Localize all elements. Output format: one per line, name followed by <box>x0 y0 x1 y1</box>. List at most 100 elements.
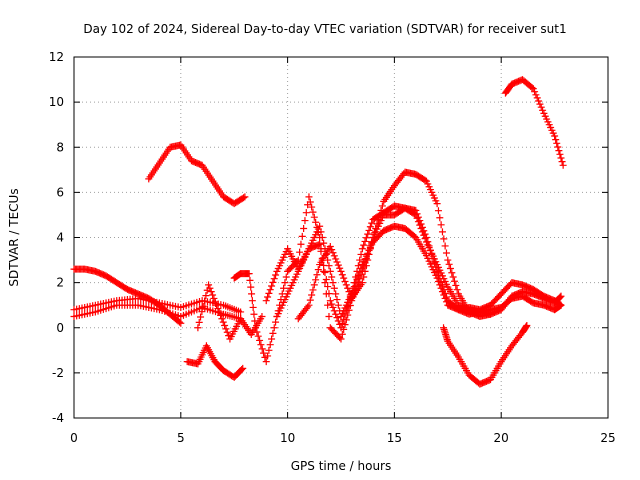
data-point <box>340 274 348 282</box>
data-point <box>368 239 376 247</box>
data-point <box>281 279 289 287</box>
data-point <box>248 297 256 305</box>
data-point <box>334 301 342 309</box>
series-track-b <box>70 301 245 323</box>
data-point <box>314 266 322 274</box>
data-point <box>440 291 448 299</box>
data-point <box>328 246 336 254</box>
data-point <box>433 274 441 282</box>
data-point <box>341 277 349 285</box>
data-point <box>366 245 374 253</box>
data-point <box>332 255 340 263</box>
data-point <box>555 294 563 302</box>
data-point <box>317 247 325 255</box>
data-point <box>268 335 276 343</box>
data-point <box>358 245 366 253</box>
data-point <box>336 264 344 272</box>
data-point <box>337 267 345 275</box>
data-point <box>325 262 333 270</box>
data-point <box>326 297 334 305</box>
data-point <box>338 271 346 279</box>
data-point <box>199 302 207 310</box>
x-tick-label: 25 <box>600 431 615 445</box>
y-tick-label: 2 <box>56 276 64 290</box>
data-point <box>434 277 442 285</box>
data-point <box>194 324 202 332</box>
data-point <box>258 312 266 320</box>
data-point <box>313 271 321 279</box>
y-tick-label: 4 <box>56 231 64 245</box>
data-point <box>297 240 305 248</box>
data-point <box>449 273 457 281</box>
data-point <box>362 234 370 242</box>
data-point <box>237 308 245 316</box>
data-point <box>221 321 229 329</box>
data-point <box>272 318 280 326</box>
y-tick-label: -4 <box>52 411 64 425</box>
data-point <box>354 272 362 280</box>
data-point <box>438 288 446 296</box>
data-point <box>300 224 308 232</box>
y-tick-label: 8 <box>56 140 64 154</box>
y-tick-label: 10 <box>49 95 64 109</box>
data-point <box>487 310 495 318</box>
data-point <box>309 286 317 294</box>
data-point <box>442 298 450 306</box>
data-point <box>328 273 336 281</box>
data-point <box>444 256 452 264</box>
data-point <box>316 240 324 248</box>
y-tick-label: 6 <box>56 185 64 199</box>
series-track-f <box>194 281 266 343</box>
data-point <box>198 308 206 316</box>
data-point <box>437 284 445 292</box>
data-point <box>266 341 274 349</box>
data-point <box>264 352 272 360</box>
data-point <box>215 308 223 316</box>
data-point <box>361 267 369 275</box>
x-tick-label: 5 <box>177 431 185 445</box>
data-point <box>320 239 328 247</box>
data-point <box>326 243 334 251</box>
data-point <box>357 250 365 258</box>
data-point <box>376 211 384 219</box>
data-point <box>372 224 380 232</box>
data-point <box>238 365 246 373</box>
data-point <box>264 293 272 301</box>
data-point <box>553 139 561 147</box>
data-point <box>345 288 353 296</box>
data-point <box>536 100 544 108</box>
data-point <box>556 150 564 158</box>
data-point <box>202 292 210 300</box>
data-point <box>219 318 227 326</box>
data-point <box>211 298 219 306</box>
data-point <box>365 226 373 234</box>
data-point <box>268 282 276 290</box>
data-point <box>537 103 545 111</box>
data-point <box>364 256 372 264</box>
data-point <box>205 281 213 289</box>
data-point <box>366 223 374 231</box>
series-track-j <box>294 168 495 323</box>
data-point <box>324 301 332 309</box>
data-point <box>247 283 255 291</box>
data-point <box>316 222 324 230</box>
x-tick-label: 0 <box>70 431 78 445</box>
data-point <box>254 332 262 340</box>
series-track-l <box>501 76 567 169</box>
data-point <box>265 289 273 297</box>
data-point <box>535 97 543 105</box>
series-track-h <box>262 202 565 332</box>
series-track-i <box>273 222 565 320</box>
data-point <box>539 106 547 114</box>
data-points <box>70 76 567 388</box>
data-point <box>421 176 429 184</box>
data-point <box>317 228 325 236</box>
data-point <box>441 242 449 250</box>
x-tick-label: 20 <box>494 431 509 445</box>
data-point <box>262 358 270 366</box>
data-point <box>322 276 330 284</box>
data-point <box>557 154 565 162</box>
data-point <box>258 345 266 353</box>
data-point <box>321 268 329 276</box>
